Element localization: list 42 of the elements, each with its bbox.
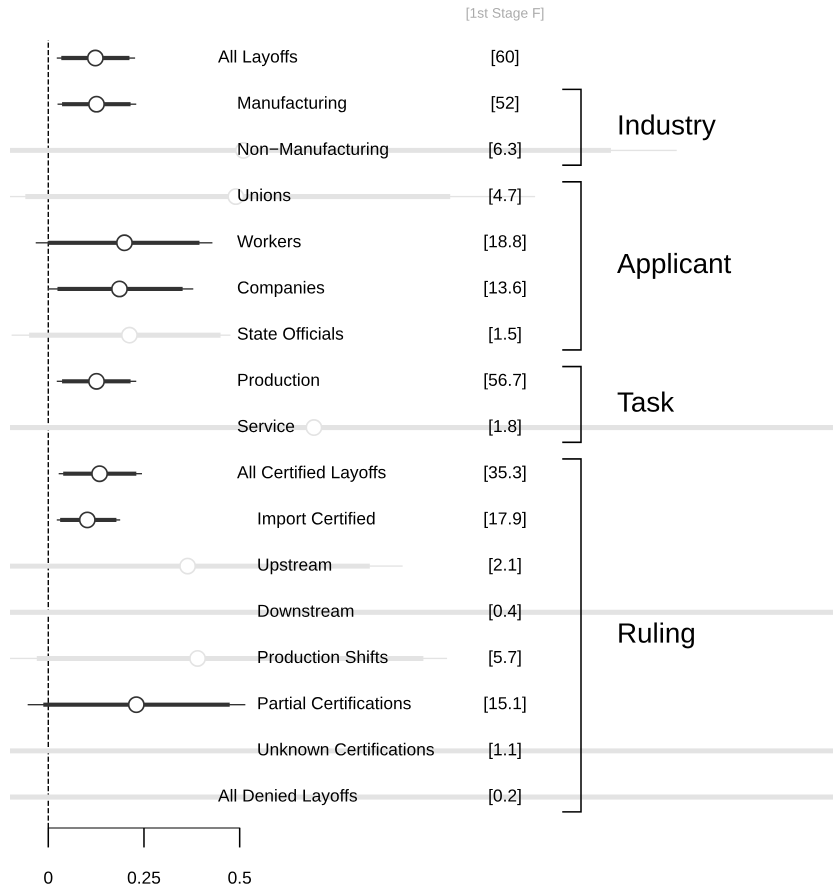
- y-tick-label: Import Certified: [258, 512, 375, 528]
- annotation: [1.1]: [489, 742, 521, 759]
- y-tick-label: Service: [238, 419, 294, 432]
- annotation: [18.8]: [484, 234, 526, 251]
- annotation: Ruling: [619, 622, 694, 648]
- annotation: [2.1]: [489, 558, 521, 574]
- annotation: [15.1]: [484, 696, 526, 713]
- annotation: [0.4]: [489, 604, 521, 620]
- x-tick-label: 0.25: [128, 872, 160, 884]
- x-tick-label: 0.5: [228, 872, 252, 884]
- annotation: [1.5]: [489, 327, 521, 344]
- annotation: [6.3]: [489, 142, 521, 158]
- y-tick-label: Upstream: [258, 558, 332, 574]
- y-tick-label: Production: [238, 373, 319, 386]
- y-tick-label: Workers: [237, 234, 301, 248]
- annotation: [35.3]: [484, 466, 526, 482]
- y-tick-label: Downstream: [258, 604, 354, 617]
- annotation: [0.2]: [489, 788, 521, 806]
- annotation: Industry: [620, 114, 716, 140]
- annotation: [56.7]: [484, 373, 526, 390]
- annotation: [52]: [492, 96, 518, 112]
- y-tick-label: Unions: [238, 188, 290, 202]
- y-tick-label: All Denied Layoffs: [218, 788, 357, 806]
- annotation: [5.7]: [489, 650, 521, 667]
- y-tick-label: Partial Certifications: [258, 696, 411, 710]
- y-tick-label: Companies: [238, 280, 324, 298]
- annotation: [1.8]: [489, 419, 521, 436]
- y-tick-label: Unknown Certifications: [258, 742, 434, 756]
- annotation: Applicant: [617, 252, 732, 279]
- y-tick-label: State Officials: [238, 327, 344, 340]
- annotation: Task: [618, 391, 674, 412]
- annotation: [13.6]: [484, 280, 526, 298]
- annotation: [60]: [492, 50, 518, 66]
- y-tick-label: All Layoffs: [218, 50, 298, 66]
- text: [1st Stage F]: [466, 8, 544, 21]
- y-tick-label: Production Shifts: [258, 650, 388, 664]
- x-tick-label: 0: [44, 872, 52, 884]
- y-tick-label: Manufacturing: [238, 96, 346, 112]
- y-tick-label: Non−Manufacturing: [238, 142, 388, 158]
- y-tick-label: All Certified Layoffs: [237, 466, 386, 482]
- annotation: [17.9]: [484, 512, 526, 528]
- annotation: [4.7]: [489, 188, 521, 205]
